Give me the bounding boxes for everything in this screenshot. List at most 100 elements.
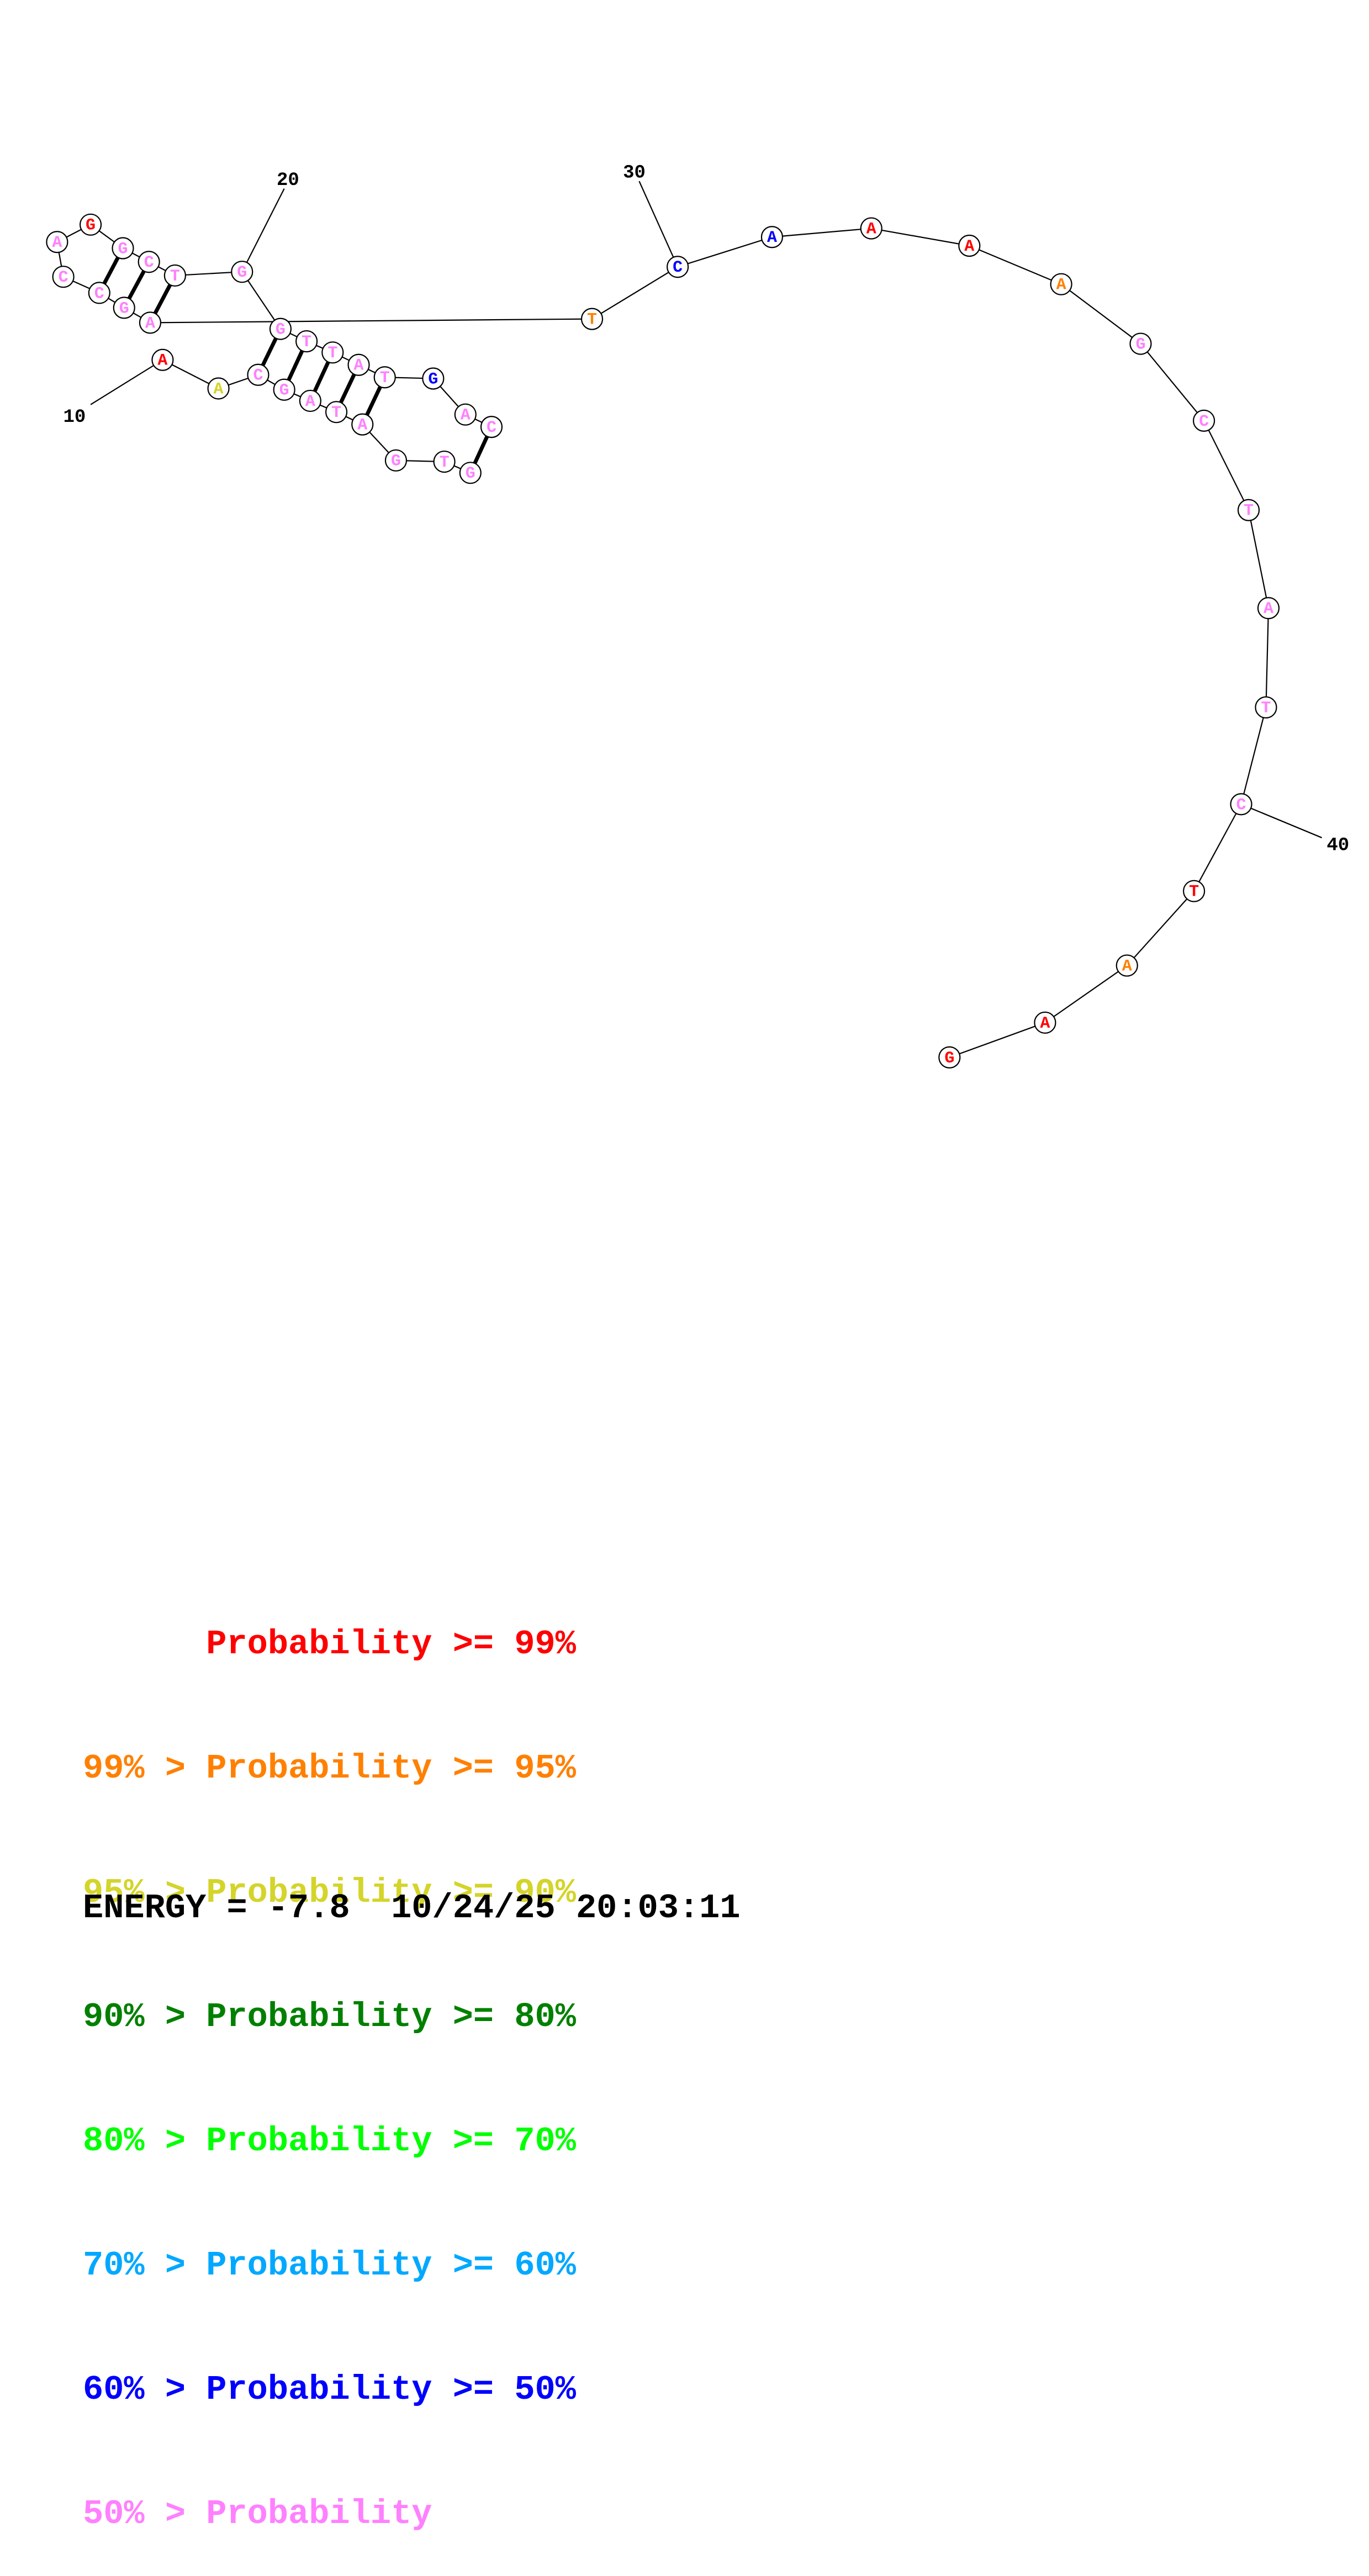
- nucleotide: A: [207, 377, 230, 400]
- nucleotide-letter: T: [1244, 502, 1254, 521]
- position-tick: [1241, 803, 1323, 839]
- nucleotide: A: [1116, 954, 1138, 977]
- nucleotide-circle: [580, 308, 604, 330]
- nucleotide-circle: [1192, 409, 1215, 432]
- nucleotide-circle: [938, 1046, 961, 1069]
- nucleotide-circle: [207, 377, 230, 400]
- nucleotide-circle: [112, 237, 134, 260]
- legend-line: 50% > Probability: [83, 2494, 432, 2533]
- nucleotide-letter: C: [487, 419, 496, 437]
- backbone-link: [969, 245, 1062, 285]
- nucleotide-letter: A: [1056, 276, 1066, 295]
- position-ticks: 10 20 30 40: [63, 162, 1349, 856]
- nucleotide-letter: A: [964, 237, 974, 256]
- backbone-link: [150, 318, 593, 324]
- legend-line: 95% > Probability >= 90%: [83, 1873, 576, 1912]
- nucleotide-letter: T: [302, 333, 311, 352]
- nucleotide-letter: G: [119, 299, 129, 318]
- nucleotide: G: [112, 237, 134, 260]
- nucleotide: T: [433, 450, 456, 473]
- nucleotide-letter: C: [1199, 412, 1209, 431]
- nucleotide-circle: [325, 401, 348, 424]
- nucleotide: T: [325, 401, 348, 424]
- nucleotide: G: [79, 213, 102, 236]
- nucleotide: A: [958, 234, 981, 257]
- nucleotide-circle: [480, 416, 503, 438]
- nucleotide-circle: [373, 366, 396, 389]
- nucleotide-letter: C: [59, 268, 68, 287]
- nucleotide: T: [1183, 880, 1206, 902]
- nucleotide: G: [459, 462, 482, 484]
- nucleotide-letter: G: [86, 216, 96, 235]
- backbone-link: [677, 236, 773, 268]
- legend-line: 99% > Probability >= 95%: [83, 1749, 576, 1788]
- nucleotide-circle: [88, 282, 110, 304]
- backbone-link: [1203, 420, 1249, 511]
- nucleotide-letter: A: [357, 416, 367, 435]
- nucleotide: C: [480, 416, 503, 438]
- nucleotide: T: [373, 366, 396, 389]
- backbone-link: [591, 266, 678, 320]
- nucleotide-circle: [1116, 954, 1138, 977]
- backbone-link: [1265, 608, 1270, 708]
- backbone-link: [771, 228, 871, 238]
- nucleotide: A: [454, 403, 477, 426]
- nucleotide: A: [1034, 1011, 1056, 1034]
- nucleotide-circle: [1129, 332, 1152, 355]
- nucleotide-letter: C: [1236, 796, 1246, 814]
- nucleotide-circle: [151, 348, 174, 371]
- nucleotide-letter: T: [1189, 883, 1199, 902]
- backbone-link: [1240, 707, 1267, 805]
- position-label: 30: [623, 162, 646, 183]
- nucleotide-letter: A: [767, 229, 777, 247]
- nucleotide: A: [760, 226, 784, 248]
- nucleotide: C: [247, 363, 269, 386]
- nucleotide-circle: [384, 449, 408, 472]
- position-tick: [90, 359, 163, 405]
- nucleotide-circle: [760, 226, 784, 248]
- nucleotide: A: [151, 348, 174, 371]
- legend-line: 70% > Probability >= 60%: [83, 2246, 576, 2285]
- nucleotide-circle: [295, 330, 318, 353]
- nucleotide: A: [1050, 273, 1072, 295]
- nucleotide-circle: [860, 217, 882, 240]
- nucleotide-circle: [1237, 499, 1260, 521]
- nucleotide-letter: A: [145, 314, 155, 333]
- nucleotide-letter: A: [305, 393, 315, 411]
- nucleotide-circle: [79, 213, 102, 236]
- nucleotide: C: [1230, 793, 1252, 816]
- nucleotide-letter: T: [1261, 699, 1271, 718]
- nucleotide: T: [163, 264, 186, 287]
- backbone-link: [1248, 510, 1270, 609]
- position-label: 10: [63, 407, 86, 428]
- nucleotide: T: [580, 308, 604, 330]
- nucleotide-letter: A: [214, 380, 224, 399]
- nucleotide-letter: A: [461, 406, 471, 425]
- nucleotide-letter: A: [157, 352, 167, 371]
- nucleotide: A: [46, 231, 68, 253]
- nucleotide-letter: G: [391, 452, 401, 471]
- nucleotide-letter: T: [331, 404, 341, 422]
- nucleotide: G: [113, 297, 135, 319]
- nucleotide: C: [138, 251, 160, 273]
- backbone-link: [1044, 965, 1128, 1023]
- nucleotide-letter: G: [1135, 335, 1145, 354]
- nucleotide-circle: [113, 297, 135, 319]
- backbone-link: [1193, 803, 1242, 892]
- backbone-link: [871, 228, 970, 247]
- nucleotide-letter: C: [673, 258, 683, 277]
- nucleotide-circle: [231, 261, 253, 283]
- backbone-link: [1140, 343, 1204, 421]
- nucleotide-circle: [1230, 793, 1252, 816]
- nucleotide: T: [321, 341, 344, 364]
- nucleotide-circle: [958, 234, 981, 257]
- nucleotide-letter: A: [1264, 600, 1273, 618]
- nucleotide-circle: [269, 318, 292, 340]
- backbone-link: [175, 271, 242, 277]
- nucleotide-circle: [163, 264, 186, 287]
- position-label: 40: [1326, 835, 1349, 856]
- nucleotide-circle: [454, 403, 477, 426]
- nucleotide: G: [269, 318, 292, 340]
